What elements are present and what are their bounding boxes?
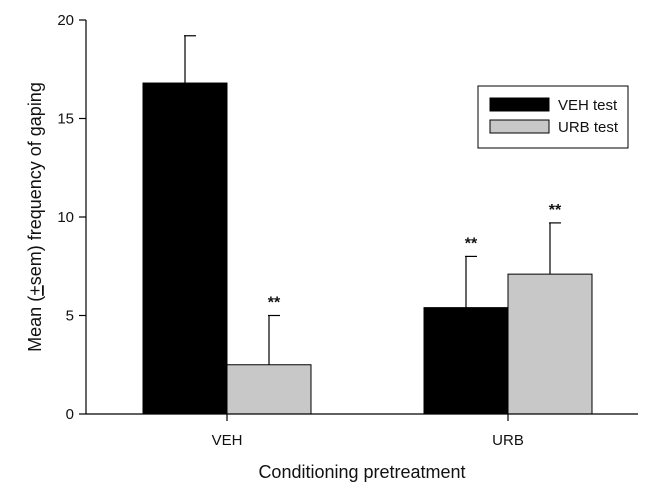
y-tick-label: 15	[57, 111, 74, 128]
y-axis: 0 5 10 15 20	[57, 12, 87, 423]
y-tick-label: 20	[57, 12, 74, 29]
legend-label: URB test	[558, 119, 619, 136]
y-tick-label: 5	[66, 308, 74, 325]
y-axis-title-part: Mean (	[25, 296, 45, 352]
y-tick-label: 0	[66, 406, 74, 423]
legend-label: VEH test	[558, 97, 618, 114]
y-axis-title-part: +	[25, 285, 45, 296]
significance-marker: **	[268, 295, 281, 312]
significance-marker: **	[549, 202, 562, 219]
x-axis: VEH URB	[86, 413, 638, 449]
y-axis-title-part: sem) frequency of gaping	[25, 82, 45, 285]
y-tick-label: 10	[57, 209, 74, 226]
x-tick-label: URB	[492, 432, 524, 449]
bar	[423, 307, 509, 415]
x-axis-title: Conditioning pretreatment	[258, 462, 465, 482]
plot-area: ** ** **	[142, 35, 593, 415]
legend-swatch	[489, 97, 550, 112]
legend-swatch	[489, 119, 550, 134]
legend-box	[477, 85, 629, 149]
bar	[142, 82, 228, 415]
significance-marker: **	[465, 235, 478, 252]
x-tick-label: VEH	[212, 432, 243, 449]
y-axis-title: Mean (+sem) frequency of gaping	[25, 82, 45, 352]
bar	[507, 273, 593, 415]
bar	[226, 364, 312, 415]
legend: VEH test URB test	[477, 85, 629, 149]
